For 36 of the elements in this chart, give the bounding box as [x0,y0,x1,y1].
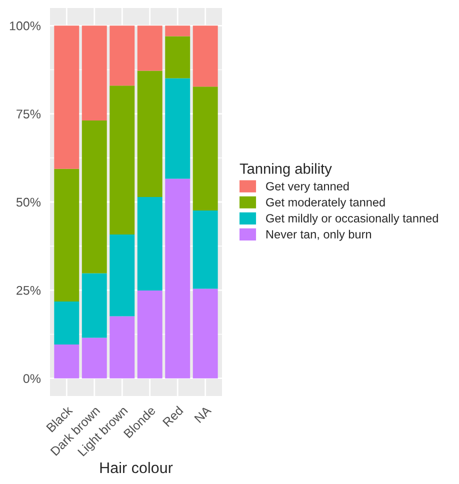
legend-title: Tanning ability [240,163,332,177]
legend-label: Get mildly or occasionally tanned [266,214,438,225]
y-tick-label: 100% [10,21,41,30]
bar [137,290,162,378]
y-tick-label: 0% [23,374,41,384]
x-axis-title: Hair colour [100,462,173,474]
bar [110,26,135,86]
bar [82,120,107,274]
bar [165,36,190,78]
bar [82,338,107,378]
bar [137,197,162,291]
y-tick-label: 25% [16,286,41,295]
bar [137,26,162,71]
y-tick-label: 75% [16,110,41,118]
bar [110,86,135,234]
bar [54,26,80,169]
y-tick-label: 50% [16,198,41,207]
x-tick-label: NA [194,405,212,423]
bar [137,70,162,198]
bar [54,168,80,302]
bar [82,273,107,338]
bar [192,86,218,210]
bar [54,344,80,378]
bar [165,78,190,179]
legend-label: Never tan, only burn [266,230,372,241]
bar [192,288,218,378]
bar [192,210,218,289]
bar [82,26,107,121]
bar [54,301,80,344]
bar [110,234,135,316]
bar [192,26,218,87]
bar [165,26,190,36]
bar [110,316,135,378]
bar [165,178,190,378]
legend-label: Get moderately tanned [266,198,385,209]
legend-label: Get very tanned [266,182,349,193]
